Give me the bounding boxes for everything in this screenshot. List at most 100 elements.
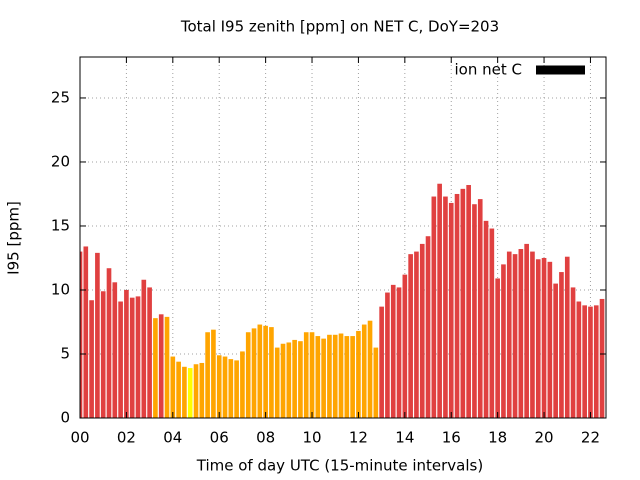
bar bbox=[350, 336, 355, 418]
bar bbox=[506, 251, 512, 418]
bar bbox=[582, 305, 587, 418]
bar bbox=[251, 328, 257, 418]
bar bbox=[564, 256, 570, 418]
bar bbox=[170, 356, 176, 418]
x-tick-label: 12 bbox=[349, 429, 368, 447]
y-tick-label: 25 bbox=[51, 88, 70, 106]
bar bbox=[269, 327, 274, 418]
bar bbox=[553, 283, 558, 418]
bar bbox=[135, 296, 141, 418]
bar bbox=[100, 291, 106, 418]
bar bbox=[309, 332, 315, 418]
bar bbox=[234, 360, 239, 418]
bar bbox=[408, 254, 413, 418]
bar bbox=[483, 220, 489, 418]
bar bbox=[576, 301, 582, 418]
bar bbox=[448, 202, 454, 418]
x-tick-label: 22 bbox=[581, 429, 600, 447]
x-tick-label: 00 bbox=[70, 429, 89, 447]
bar bbox=[141, 279, 147, 418]
bar bbox=[280, 343, 286, 418]
bar bbox=[124, 289, 129, 418]
bar bbox=[431, 196, 437, 418]
bar bbox=[298, 341, 303, 418]
x-axis-label: Time of day UTC (15-minute intervals) bbox=[196, 457, 483, 475]
bar bbox=[321, 338, 326, 418]
y-axis-label: I95 [ppm] bbox=[5, 201, 23, 275]
bar bbox=[535, 259, 541, 418]
chart-title: Total I95 zenith [ppm] on NET C, DoY=203 bbox=[180, 18, 499, 36]
bars bbox=[80, 183, 606, 418]
bar bbox=[425, 236, 431, 418]
bar bbox=[263, 325, 268, 418]
x-tick-label: 16 bbox=[442, 429, 461, 447]
y-tick-label: 5 bbox=[60, 344, 70, 362]
bar bbox=[361, 324, 367, 418]
bar bbox=[245, 332, 251, 418]
bar bbox=[176, 361, 181, 418]
bar bbox=[332, 334, 338, 418]
y-tick-label: 20 bbox=[51, 152, 70, 170]
bar bbox=[414, 251, 419, 418]
x-tick-label: 08 bbox=[256, 429, 275, 447]
bar bbox=[454, 193, 460, 418]
x-tick-label: 02 bbox=[117, 429, 136, 447]
bar bbox=[193, 364, 199, 418]
bar bbox=[147, 287, 152, 418]
bar bbox=[367, 320, 373, 418]
bar bbox=[222, 356, 228, 418]
bar bbox=[158, 314, 164, 418]
bar bbox=[489, 228, 495, 418]
bar bbox=[338, 333, 344, 418]
bar bbox=[164, 316, 170, 418]
bar bbox=[373, 347, 379, 418]
bar bbox=[129, 297, 135, 418]
bar bbox=[356, 330, 361, 418]
x-tick-label: 14 bbox=[395, 429, 414, 447]
bar bbox=[385, 292, 390, 418]
bar bbox=[419, 243, 425, 418]
bar bbox=[402, 274, 408, 418]
y-tick-label: 10 bbox=[51, 280, 70, 298]
bar bbox=[327, 334, 332, 418]
bar bbox=[570, 287, 576, 418]
bar bbox=[211, 329, 216, 418]
bar bbox=[396, 287, 402, 418]
bar bbox=[187, 368, 193, 418]
bar bbox=[216, 355, 222, 418]
bar bbox=[518, 249, 524, 418]
bar bbox=[599, 298, 605, 418]
x-tick-label: 20 bbox=[535, 429, 554, 447]
y-tick-label: 0 bbox=[60, 409, 70, 427]
bar bbox=[524, 243, 529, 418]
bar bbox=[559, 272, 564, 418]
bar bbox=[228, 359, 234, 418]
bar bbox=[80, 251, 83, 418]
bar bbox=[257, 324, 263, 418]
bar bbox=[437, 183, 442, 418]
bar bbox=[182, 366, 187, 418]
bar bbox=[292, 339, 297, 418]
legend-label: ion net C bbox=[455, 61, 522, 79]
bar bbox=[89, 300, 94, 418]
x-tick-label: 04 bbox=[163, 429, 182, 447]
bar bbox=[199, 362, 205, 418]
bar bbox=[344, 336, 350, 418]
y-tick-label: 15 bbox=[51, 216, 70, 234]
bar bbox=[286, 342, 292, 418]
bar bbox=[460, 188, 466, 418]
bar bbox=[472, 204, 477, 418]
bar bbox=[205, 332, 210, 418]
bar bbox=[83, 246, 89, 418]
bar bbox=[315, 336, 321, 418]
bar bbox=[390, 284, 396, 418]
bar bbox=[495, 278, 500, 418]
bar bbox=[512, 254, 518, 418]
bar bbox=[547, 261, 553, 418]
bar bbox=[593, 305, 599, 418]
bar bbox=[588, 306, 593, 418]
bar bbox=[379, 306, 384, 418]
bar bbox=[530, 251, 535, 418]
x-tick-label: 06 bbox=[210, 429, 229, 447]
